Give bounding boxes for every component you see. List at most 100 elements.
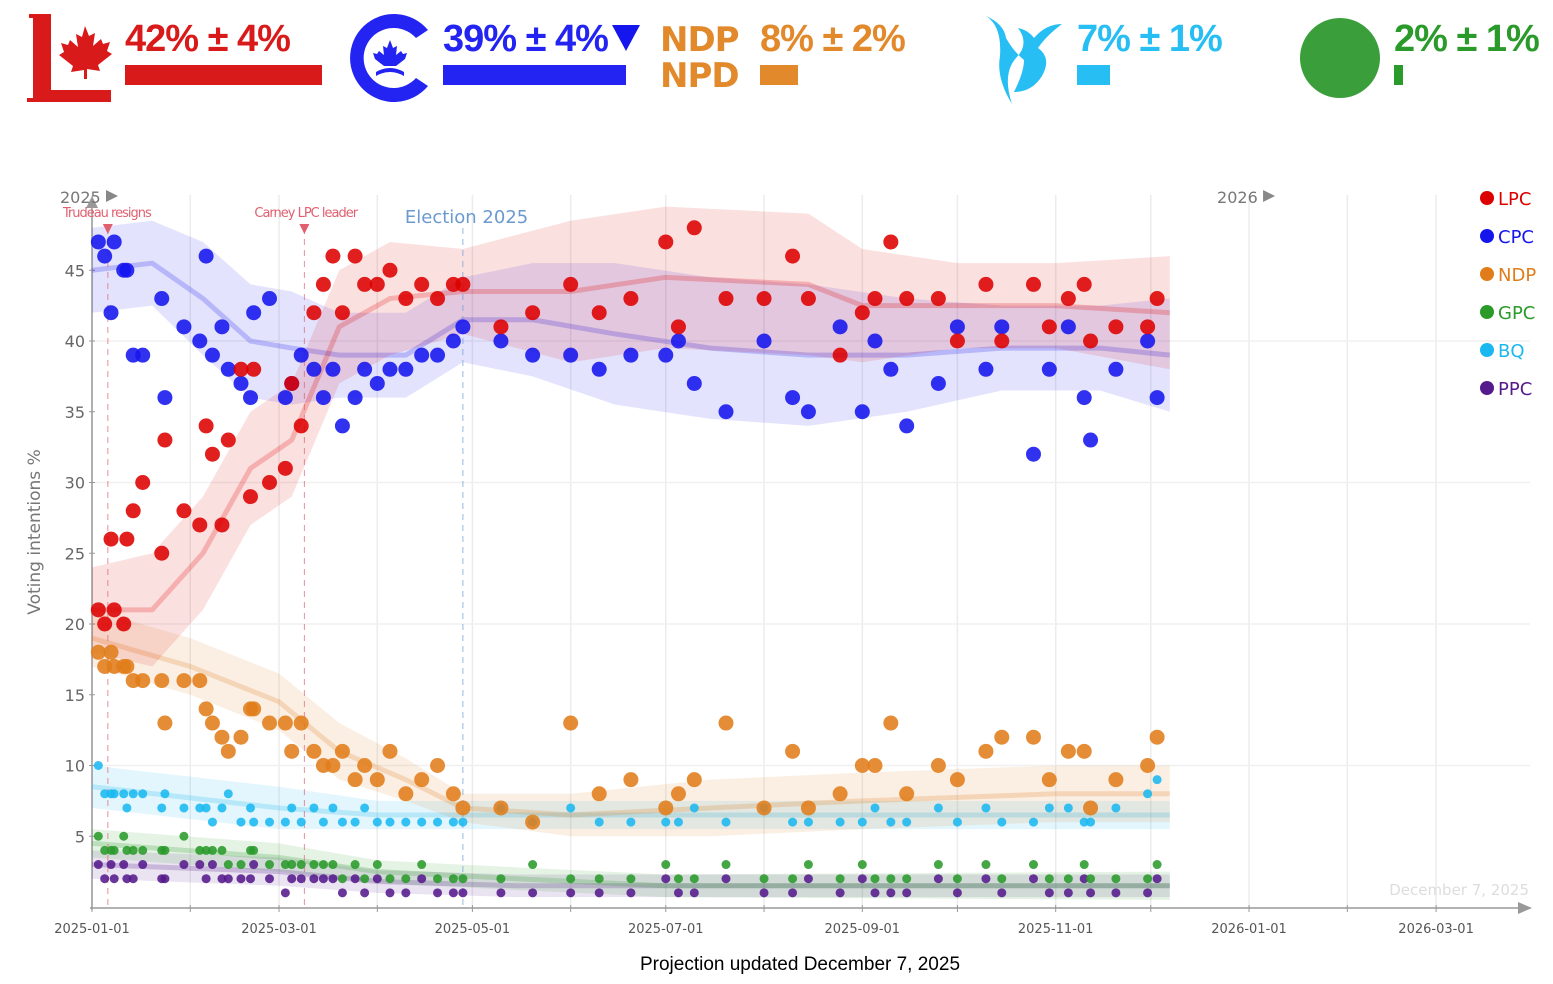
ppc-poll-point [933, 874, 943, 884]
bq-poll-point [1079, 817, 1089, 827]
gpc-poll-point [179, 831, 189, 841]
gpc-poll-point [223, 860, 233, 870]
lpc-poll-point [157, 432, 173, 448]
gpc-poll-point [433, 874, 443, 884]
cpc-poll-point [347, 390, 363, 406]
bq-poll-point [835, 817, 845, 827]
year-marker-label: 2026 [1217, 188, 1258, 207]
ndp-poll-point [1108, 772, 1124, 788]
lpc-poll-point [591, 305, 607, 321]
cpc-poll-point [623, 347, 639, 363]
bq-poll-point [997, 817, 1007, 827]
x-tick-label: 2025-07-01 [628, 922, 704, 937]
bq-poll-point [1086, 817, 1096, 827]
ndp-poll-point [930, 758, 946, 773]
cpc-poll-point [220, 361, 236, 377]
gpc-poll-point [759, 874, 769, 884]
x-tick-label: 2026-01-01 [1211, 922, 1287, 937]
ppc-poll-point [106, 860, 116, 870]
ndp-poll-point [135, 673, 151, 689]
legend-label-lpc: LPC [1498, 189, 1531, 210]
lpc-poll-point [293, 418, 309, 434]
ndp-poll-point [277, 715, 293, 731]
lpc-poll-point [398, 291, 414, 307]
ppc-poll-point [1044, 888, 1054, 898]
gpc-poll-point [788, 874, 798, 884]
lpc-poll-point [658, 234, 674, 250]
ndp-poll-point [718, 715, 734, 731]
bq-legend-dot [1480, 343, 1494, 357]
cpc-poll-point [718, 404, 734, 420]
bq-poll-point [223, 789, 233, 799]
lpc-poll-point [116, 616, 132, 632]
gpc-poll-point [1028, 860, 1038, 870]
lpc-poll-point [563, 276, 579, 292]
ppc-poll-point [496, 888, 506, 898]
bq-poll-point [870, 803, 880, 813]
cpc-poll-point [1025, 446, 1041, 462]
lpc-poll-point [854, 305, 870, 321]
ppc-poll-point [207, 860, 217, 870]
gpc-poll-point [933, 860, 943, 870]
gpc-poll-point [138, 845, 148, 855]
annotation-marker-icon [299, 224, 310, 234]
ndp-poll-point [347, 772, 363, 788]
ndp-poll-point [233, 729, 249, 745]
ppc-poll-point [886, 888, 896, 898]
lpc-poll-point [214, 517, 230, 533]
ndp-poll-point [623, 772, 639, 788]
ppc-poll-point [458, 888, 468, 898]
gpc-projection-value: 2% ± 1% [1394, 18, 1540, 60]
cpc-projection-bar [443, 65, 627, 85]
lpc-poll-point [1083, 333, 1099, 349]
lpc-poll-point [1108, 319, 1124, 335]
lpc-poll-point [315, 276, 331, 292]
gpc-poll-point [886, 874, 896, 884]
gpc-poll-point [296, 860, 306, 870]
cpc-poll-point [157, 390, 173, 406]
y-tick-label: 25 [65, 544, 85, 563]
gpc-poll-point [689, 874, 699, 884]
gpc-poll-point [1111, 874, 1121, 884]
ndp-poll-point [204, 715, 220, 731]
gpc-poll-point [1044, 874, 1054, 884]
ppc-poll-point [433, 888, 443, 898]
cpc-poll-point [97, 248, 113, 264]
gpc-poll-point [207, 845, 217, 855]
cpc-poll-point [262, 291, 278, 307]
cpc-poll-point [154, 291, 170, 307]
cpc-poll-point [334, 418, 350, 434]
bq-poll-point [1111, 803, 1121, 813]
gpc-logo-icon [1300, 18, 1380, 98]
gpc-poll-point [997, 874, 1007, 884]
bq-poll-point [661, 817, 671, 827]
ndp-poll-point [1025, 729, 1041, 745]
gpc-poll-point [249, 845, 259, 855]
ndp-poll-point [785, 743, 801, 759]
ndp-poll-point [154, 673, 170, 689]
ppc-poll-point [721, 874, 731, 884]
gpc-poll-point [287, 860, 297, 870]
lpc-poll-point [220, 432, 236, 448]
annotation-label: Trudeau resigns [62, 206, 152, 221]
ndp-poll-point [591, 786, 607, 802]
legend-label-gpc: GPC [1498, 303, 1535, 324]
ppc-poll-point [981, 874, 991, 884]
npd-logo-text: NPD [660, 56, 740, 96]
gpc-poll-point [803, 860, 813, 870]
ndp-logo: NDP NPD [660, 22, 740, 96]
bq-poll-point [119, 789, 129, 799]
cpc-poll-point [563, 347, 579, 363]
gpc-poll-point [870, 874, 880, 884]
lpc-poll-point [284, 375, 300, 391]
ndp-poll-point [398, 786, 414, 802]
bq-poll-point [138, 789, 148, 799]
lpc-poll-point [756, 291, 772, 307]
gpc-poll-point [119, 831, 129, 841]
ndp-poll-point [198, 701, 214, 717]
lpc-poll-point [832, 347, 848, 363]
lpc-projection-value: 42% ± 4% [125, 18, 291, 60]
ndp-poll-point [293, 715, 309, 731]
ndp-poll-point [1083, 800, 1099, 816]
cpc-logo-icon [350, 14, 428, 103]
